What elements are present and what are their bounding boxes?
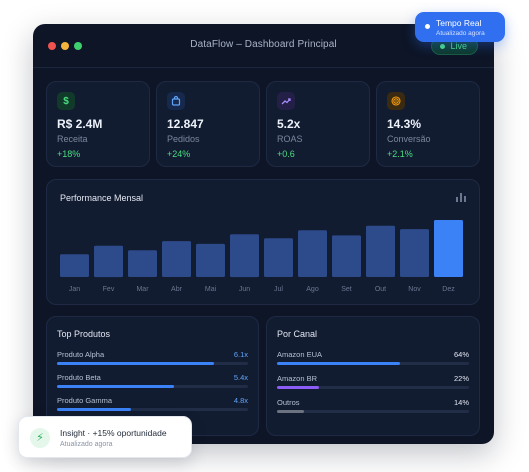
kpi-change: +24% xyxy=(167,149,191,159)
insight-subtitle: Atualizado agora xyxy=(60,441,113,448)
window-title: DataFlow – Dashboard Principal xyxy=(190,39,337,50)
kpi-card-pedidos[interactable]: 12.847 Pedidos +24% xyxy=(156,81,260,167)
channel-row-outros[interactable]: Outros 14% xyxy=(277,398,469,418)
bar-nov[interactable] xyxy=(400,229,429,277)
maximize-window-button[interactable] xyxy=(74,42,82,50)
bar-set[interactable] xyxy=(332,235,361,277)
bar-jan[interactable] xyxy=(60,254,89,277)
channel-name: Amazon EUA xyxy=(277,350,323,359)
kpi-card-conversao[interactable]: 14.3% Conversão +2.1% xyxy=(376,81,480,167)
channel-bar-fill xyxy=(277,362,400,365)
performance-title: Performance Mensal xyxy=(60,193,144,203)
bar-mar[interactable] xyxy=(128,250,157,277)
channel-name: Outros xyxy=(277,398,300,407)
kpi-label: Conversão xyxy=(387,134,431,144)
x-tick-label: Jun xyxy=(239,286,250,293)
bar-fev[interactable] xyxy=(94,245,123,278)
product-row-alpha[interactable]: Produto Alpha 6.1x xyxy=(57,350,248,370)
toast-subtitle: Atualizado agora xyxy=(436,30,485,37)
kpi-change: +2.1% xyxy=(387,149,413,159)
kpi-change: +18% xyxy=(57,149,81,159)
channel-bar-fill xyxy=(277,410,304,413)
x-tick-label: Set xyxy=(341,286,352,293)
channel-value: 22% xyxy=(453,374,469,383)
channel-bar-track xyxy=(277,386,469,389)
x-tick-label: Mar xyxy=(136,286,149,293)
channel-value: 64% xyxy=(453,350,469,359)
kpi-value: 5.2x xyxy=(277,117,301,131)
kpi-card-roas[interactable]: 5.2x ROAS +0.6 xyxy=(266,81,370,167)
trending-up-icon xyxy=(277,92,295,110)
bar-mai[interactable] xyxy=(196,243,225,277)
product-value: 5.4x xyxy=(233,373,248,382)
status-dot-icon xyxy=(425,24,430,29)
bar-jun[interactable] xyxy=(230,234,259,278)
dashboard-window: DataFlow – Dashboard Principal Live $ R$… xyxy=(33,24,494,444)
performance-card: Jan Fev Mar Abr Mai Jun Jul Ago Set Out Nov Dez Per… xyxy=(46,179,480,305)
kpi-label: ROAS xyxy=(277,134,303,144)
x-tick-label: Abr xyxy=(171,286,183,293)
target-icon xyxy=(387,92,405,110)
product-bar-track xyxy=(57,385,248,388)
product-value: 6.1x xyxy=(233,350,248,359)
channels-title: Por Canal xyxy=(277,329,318,339)
kpi-change: +0.6 xyxy=(277,149,295,159)
insight-title: Insight · +15% oportunidade xyxy=(60,428,167,438)
close-window-button[interactable] xyxy=(48,42,56,50)
channel-row-amazon-br[interactable]: Amazon BR 22% xyxy=(277,374,469,394)
performance-bar-chart: Jan Fev Mar Abr Mai Jun Jul Ago Set Out Nov Dez xyxy=(60,220,463,293)
x-tick-label: Jan xyxy=(69,286,80,293)
channel-bar-fill xyxy=(277,386,320,389)
kpi-label: Pedidos xyxy=(167,134,200,144)
realtime-toast[interactable]: Tempo Real Atualizado agora xyxy=(415,12,505,42)
product-bar-track xyxy=(57,362,248,365)
kpi-label: Receita xyxy=(57,134,88,144)
product-name: Produto Alpha xyxy=(57,350,105,359)
top-products-title: Top Produtos xyxy=(57,329,111,339)
bar-out[interactable] xyxy=(366,225,395,277)
bar-jul[interactable] xyxy=(264,238,293,277)
x-tick-label: Out xyxy=(375,286,386,293)
product-bar-fill xyxy=(57,362,214,365)
x-tick-label: Dez xyxy=(442,286,455,293)
x-tick-label: Nov xyxy=(408,286,421,293)
insight-notification[interactable]: ⚡ Insight · +15% oportunidade Atualizado… xyxy=(18,416,192,458)
channel-bar-track xyxy=(277,410,469,413)
kpi-value: R$ 2.4M xyxy=(57,117,103,131)
x-tick-label: Mai xyxy=(205,286,217,293)
product-value: 4.8x xyxy=(233,396,248,405)
x-tick-label: Ago xyxy=(306,286,319,293)
channel-bar-track xyxy=(277,362,469,365)
product-row-beta[interactable]: Produto Beta 5.4x xyxy=(57,373,248,393)
x-tick-label: Jul xyxy=(274,286,283,293)
bar-chart-icon[interactable] xyxy=(456,192,466,202)
kpi-value: 14.3% xyxy=(387,117,422,131)
kpi-card-receita[interactable]: $ R$ 2.4M Receita +18% xyxy=(46,81,150,167)
toast-title: Tempo Real xyxy=(436,18,482,28)
kpi-value: 12.847 xyxy=(167,117,204,131)
product-bar-fill xyxy=(57,385,174,388)
product-name: Produto Gamma xyxy=(57,396,113,405)
product-name: Produto Beta xyxy=(57,373,101,382)
product-bar-track xyxy=(57,408,248,411)
channel-name: Amazon BR xyxy=(277,374,318,383)
bar-abr[interactable] xyxy=(162,241,191,277)
channel-row-amazon-eua[interactable]: Amazon EUA 64% xyxy=(277,350,469,370)
bar-ago[interactable] xyxy=(298,230,327,277)
channels-card: Por Canal Amazon EUA 64% Amazon BR 22% O… xyxy=(266,316,480,436)
lightning-icon: ⚡ xyxy=(30,428,50,448)
product-row-gamma[interactable]: Produto Gamma 4.8x xyxy=(57,396,248,416)
bar-dez[interactable] xyxy=(434,220,463,277)
x-tick-label: Fev xyxy=(103,286,115,293)
product-bar-fill xyxy=(57,408,132,411)
minimize-window-button[interactable] xyxy=(61,42,69,50)
channel-value: 14% xyxy=(453,398,469,407)
shopping-bag-icon xyxy=(167,92,185,110)
dollar-icon: $ xyxy=(57,92,75,110)
